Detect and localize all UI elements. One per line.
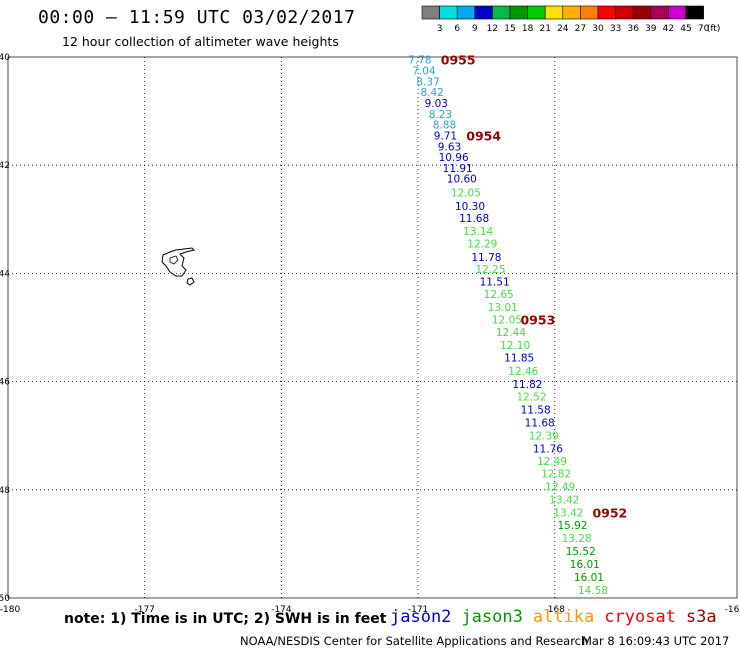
wave-height-label: 7.78 [408,55,431,67]
island-outline [186,277,195,286]
wave-height-label: 12.39 [529,431,559,443]
scale-label: 9 [472,24,478,34]
wave-height-label: 15.52 [566,546,596,558]
color-scale-legend: 3 6 9 12 15 18 21 24 27 30 33 36 39 42 45 70(ft) [421,5,721,34]
pass-time-label: 0954 [466,128,501,143]
satellite-legend: jason2 jason3 altika cryosat s3a [390,607,727,627]
lon-tick-label: -171 [408,605,428,615]
wave-height-label: 11.85 [504,352,534,364]
wave-height-label: 9.03 [425,98,448,110]
footer-timestamp: Mar 8 16:09:43 UTC 2017 [582,634,730,648]
satellite-legend-item: jason2 [390,607,452,627]
wave-height-label: 11.91 [443,163,473,175]
scale-label: 3 [437,24,443,34]
scale-label: 24 [557,24,569,34]
wave-height-label: 12.29 [467,239,497,251]
wave-height-label: 10.96 [439,152,469,164]
wave-height-label: 12.65 [484,289,514,301]
wave-height-label: 13.28 [562,533,592,545]
wave-height-label: 15.92 [557,520,587,532]
wave-height-label: 13.01 [488,302,518,314]
wave-height-label: 7.04 [412,66,436,78]
satellite-legend-item: cryosat [604,607,676,627]
wave-height-label: 12.10 [500,340,530,352]
wave-height-label: 12.82 [541,469,571,481]
wave-height-label: 13.42 [553,508,583,520]
wave-height-label: 16.01 [574,572,604,584]
wave-height-label: 8.23 [429,109,452,121]
lon-tick-label: -180 [0,605,20,615]
scale-label: 70 [698,24,710,34]
satellite-legend-item: s3a [685,607,717,627]
wave-height-label: 16.01 [570,559,600,571]
map-subtitle: 12 hour collection of altimeter wave hei… [62,34,339,49]
wave-height-label: 11.58 [521,405,551,417]
wave-height-label: 12.05 [492,314,522,326]
wave-height-label: 11.51 [480,277,510,289]
lon-tick-label: -16 [725,605,740,615]
wave-height-label: 8.42 [420,87,443,99]
wave-height-label: 12.49 [537,456,567,468]
footer-credit: NOAA/NESDIS Center for Satellite Applica… [240,634,589,648]
lat-tick-label: -40 [0,53,10,63]
scale-label: (ft) [707,24,721,34]
lon-tick-label: -174 [271,605,292,615]
lat-tick-label: -44 [0,269,10,279]
scale-label: 39 [645,24,657,34]
scale-swatch [685,5,704,20]
wave-height-label: 10.30 [455,201,485,213]
wave-height-label: 13.42 [549,495,579,507]
scale-label: 45 [680,24,691,34]
pass-time-label: 0952 [592,506,627,521]
footer-note: note: 1) Time is in UTC; 2) SWH is in fe… [64,611,387,627]
scale-label: 27 [575,24,586,34]
wave-height-label: 12.25 [475,264,505,276]
wave-height-label: 11.78 [471,252,501,264]
wave-height-label: 12.49 [545,482,575,494]
scale-label: 21 [539,24,550,34]
island-outline [161,247,195,277]
scale-label: 15 [504,24,515,34]
wave-height-label: 10.60 [447,174,477,186]
scale-label: 12 [487,24,498,34]
wave-height-label: 12.05 [451,187,481,199]
wave-height-label: 8.37 [416,76,439,88]
scale-label: 42 [663,24,674,34]
wave-height-label: 11.68 [459,213,489,225]
lat-tick-label: -48 [0,486,10,496]
lon-tick-label: -177 [134,605,154,615]
island-outline [169,255,179,265]
pass-time-label: 0953 [520,312,555,327]
scale-label: 30 [592,24,604,34]
wave-height-label: 12.52 [516,392,546,404]
lat-tick-label: -50 [0,594,10,604]
pass-time-label: 0955 [441,53,476,68]
wave-height-label: 8.88 [433,120,456,132]
wave-height-label: 11.68 [525,418,555,430]
wave-height-label: 9.63 [438,141,461,153]
map-frame [7,56,738,599]
wave-height-label: 11.82 [512,379,542,391]
lat-tick-label: -46 [0,378,10,388]
wave-height-label: 9.71 [434,130,457,142]
wave-height-label: 12.46 [508,366,538,378]
satellite-legend-item: altika [532,607,595,627]
wave-height-label: 11.76 [533,444,563,456]
wave-height-label: 14.58 [578,585,608,597]
map-title: 00:00 – 11:59 UTC 03/02/2017 [38,7,356,28]
scale-label: 6 [454,24,460,34]
wave-height-label: 12.44 [496,327,526,339]
lon-tick-label: -168 [545,605,566,615]
scale-label: 36 [627,24,639,34]
satellite-legend-item: jason3 [461,607,523,627]
wave-height-label: 13.14 [463,226,493,238]
scale-label: 18 [522,24,534,34]
scale-label: 33 [610,24,621,34]
lat-tick-label: -42 [0,161,10,171]
